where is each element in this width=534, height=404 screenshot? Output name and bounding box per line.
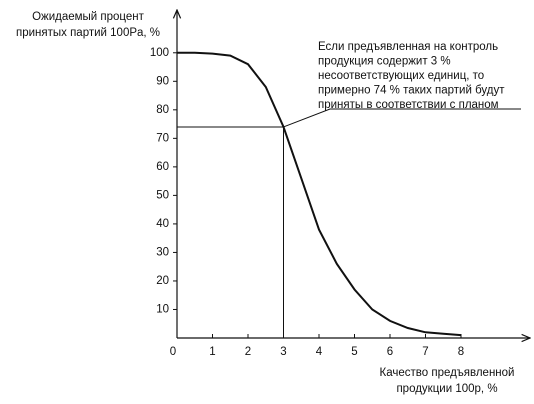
x-tick-label: 1 xyxy=(209,346,215,358)
x-tick-label: 5 xyxy=(351,346,357,358)
y-tick-label: 70 xyxy=(156,132,169,144)
annotation: продукция содержит 3 % xyxy=(318,56,451,68)
y-tick-label: 80 xyxy=(156,104,169,116)
annotation: примерно 74 % таких партий будут xyxy=(318,85,505,97)
y-tick-label: 100 xyxy=(150,47,169,59)
y-tick-label: 40 xyxy=(156,218,169,230)
x-tick-label: 3 xyxy=(280,346,286,358)
y-tick-label: 90 xyxy=(156,75,169,87)
y-axis-label: принятых партий 100Pa, % xyxy=(16,27,160,39)
leader-line xyxy=(283,108,521,128)
x-tick-label: 2 xyxy=(245,346,251,358)
y-tick-label: 50 xyxy=(156,189,169,201)
annotation: несоответствующих единиц, то xyxy=(318,70,484,82)
x-tick-label: 6 xyxy=(387,346,393,358)
y-axis-label: Ожидаемый процент xyxy=(32,11,145,23)
annotation: приняты в соответствии с планом xyxy=(318,99,499,111)
x-tick-label: 7 xyxy=(422,346,428,358)
x-tick-label: 8 xyxy=(458,346,464,358)
x-tick-label: 4 xyxy=(316,346,323,358)
y-tick-label: 60 xyxy=(156,161,169,173)
x-tick-label: 0 xyxy=(170,346,176,358)
y-tick-label: 30 xyxy=(156,246,169,258)
x-axis-label: Качество предъявленной xyxy=(380,367,515,379)
y-tick-label: 10 xyxy=(156,304,169,316)
oc-curve xyxy=(177,51,462,337)
x-axis-label: продукции 100р, % xyxy=(396,383,497,395)
y-tick-label: 20 xyxy=(156,275,169,287)
annotation: Если предъявленная на контроль xyxy=(318,41,498,53)
